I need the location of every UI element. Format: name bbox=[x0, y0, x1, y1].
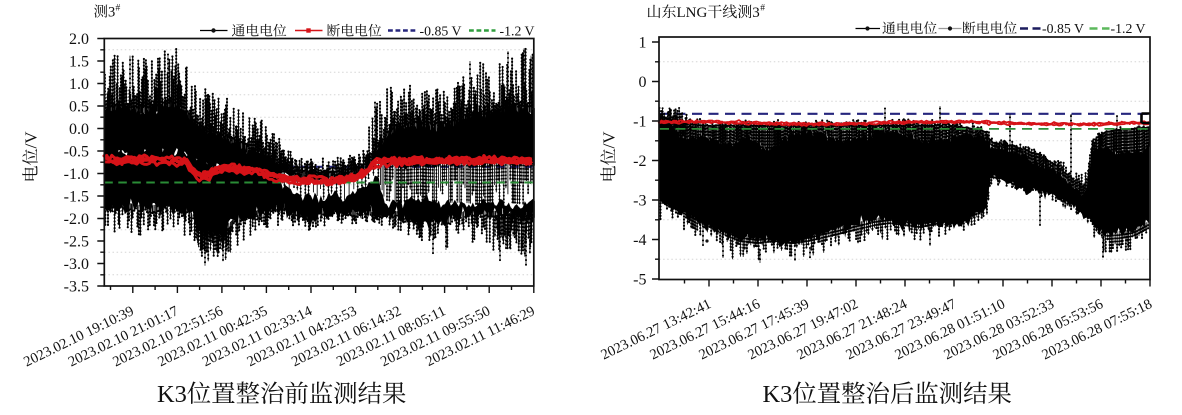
svg-text:-0.5: -0.5 bbox=[64, 144, 89, 161]
svg-text:3: 3 bbox=[752, 5, 760, 21]
svg-text:-2.5: -2.5 bbox=[64, 234, 89, 251]
svg-text:-1.2 V: -1.2 V bbox=[1111, 21, 1146, 36]
svg-text:1.0: 1.0 bbox=[69, 76, 89, 93]
svg-text:3: 3 bbox=[108, 5, 115, 21]
svg-text:0: 0 bbox=[639, 74, 647, 91]
svg-text:-3.0: -3.0 bbox=[64, 256, 89, 273]
svg-text:/V: /V bbox=[22, 131, 41, 149]
svg-text:LNG: LNG bbox=[677, 5, 708, 21]
svg-text:1.5: 1.5 bbox=[69, 54, 89, 71]
svg-text:#: # bbox=[760, 4, 765, 14]
svg-text:-1.0: -1.0 bbox=[64, 166, 89, 183]
svg-text:#: # bbox=[116, 4, 121, 14]
svg-text:-4: -4 bbox=[633, 232, 646, 249]
svg-text:-0.85 V: -0.85 V bbox=[420, 24, 462, 39]
svg-text:-1: -1 bbox=[633, 114, 646, 131]
svg-text:-1.2 V: -1.2 V bbox=[500, 24, 535, 39]
svg-text:/V: /V bbox=[600, 131, 619, 149]
svg-text:K3: K3 bbox=[157, 381, 187, 408]
svg-text:1: 1 bbox=[639, 35, 647, 52]
svg-text:0.5: 0.5 bbox=[69, 99, 89, 116]
svg-text:-0.85 V: -0.85 V bbox=[1042, 21, 1084, 36]
svg-text:-5: -5 bbox=[633, 272, 646, 289]
svg-text:-2.0: -2.0 bbox=[64, 211, 89, 228]
svg-text:K3: K3 bbox=[763, 381, 793, 408]
svg-text:-3: -3 bbox=[633, 193, 646, 210]
svg-text:-2: -2 bbox=[633, 153, 646, 170]
svg-text:0.0: 0.0 bbox=[69, 121, 89, 138]
svg-text:2.0: 2.0 bbox=[69, 31, 89, 48]
svg-text:-1.5: -1.5 bbox=[64, 189, 89, 206]
svg-text:-3.5: -3.5 bbox=[64, 279, 89, 296]
